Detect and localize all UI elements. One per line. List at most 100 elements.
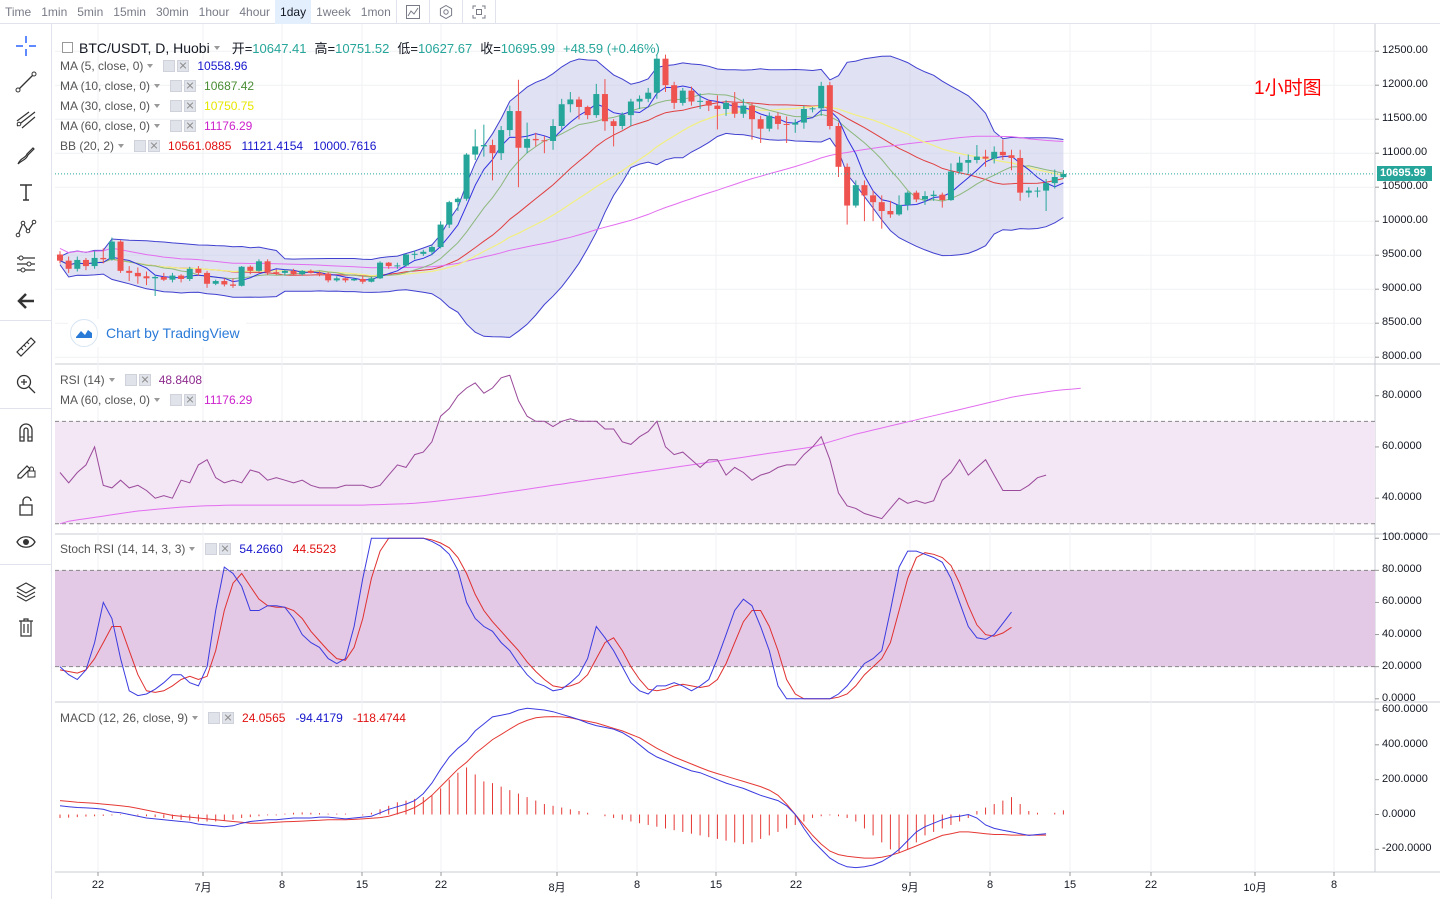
settings-icon[interactable] bbox=[170, 394, 183, 406]
lock-drawing-tool[interactable] bbox=[10, 452, 42, 484]
remove-icon[interactable] bbox=[219, 543, 232, 555]
candle-body bbox=[204, 272, 211, 284]
timeframe-1week[interactable]: 1week bbox=[316, 4, 351, 19]
legend-value: 10561.0885 bbox=[168, 139, 232, 153]
fib-retracement-tool[interactable] bbox=[10, 103, 42, 135]
timeframe-5min[interactable]: 5min bbox=[77, 4, 104, 19]
chevron-down-icon[interactable] bbox=[213, 45, 220, 50]
candle-body bbox=[999, 151, 1006, 156]
candle-body bbox=[472, 146, 479, 155]
settings-icon[interactable] bbox=[205, 543, 218, 555]
layers-tool[interactable] bbox=[10, 575, 42, 607]
chevron-down-icon[interactable] bbox=[147, 64, 154, 68]
candle-body bbox=[238, 266, 245, 286]
indicator-settings-icon[interactable] bbox=[430, 0, 462, 24]
chevron-down-icon[interactable] bbox=[118, 144, 125, 148]
timeframe-1day[interactable]: 1day bbox=[275, 0, 312, 24]
chevron-down-icon[interactable] bbox=[154, 398, 161, 402]
ma10-line bbox=[59, 93, 1064, 280]
settings-icon[interactable] bbox=[163, 60, 176, 72]
trend-line-tool[interactable] bbox=[10, 66, 42, 98]
eye-tool[interactable] bbox=[10, 526, 42, 558]
legend-overlay-1: MA (10, close, 0) 10687.42 bbox=[60, 79, 254, 93]
candle-body bbox=[126, 270, 133, 273]
rsi-band-fill bbox=[55, 421, 1375, 524]
legend-value: 10687.42 bbox=[204, 79, 255, 93]
timeframe-1min[interactable]: 1min bbox=[41, 4, 68, 19]
legend-name: MA (10, close, 0) bbox=[60, 79, 151, 93]
text-tool[interactable] bbox=[10, 176, 42, 208]
brush-tool[interactable] bbox=[10, 140, 42, 172]
chevron-down-icon[interactable] bbox=[189, 547, 196, 551]
candle-body bbox=[982, 156, 989, 159]
chevron-down-icon[interactable] bbox=[154, 104, 161, 108]
candle-body bbox=[532, 138, 539, 141]
legend-value: 11176.29 bbox=[204, 393, 253, 407]
magnet-icon bbox=[19, 423, 33, 442]
pattern-tool[interactable] bbox=[10, 213, 42, 245]
back-arrow-tool[interactable] bbox=[10, 285, 42, 317]
crosshair-tool[interactable] bbox=[10, 30, 42, 62]
timeframe-1hour[interactable]: 1hour bbox=[198, 4, 230, 19]
candle-body bbox=[212, 281, 219, 284]
candle-body bbox=[740, 105, 747, 114]
timeframe-30min[interactable]: 30min bbox=[155, 4, 189, 19]
legend-name: MA (60, close, 0) bbox=[60, 119, 151, 133]
collapse-icon[interactable] bbox=[62, 42, 73, 53]
settings-icon[interactable] bbox=[134, 140, 147, 152]
fullscreen-icon[interactable] bbox=[463, 0, 495, 24]
chevron-down-icon[interactable] bbox=[154, 124, 161, 128]
settings-icon[interactable] bbox=[170, 80, 183, 92]
remove-icon[interactable] bbox=[184, 120, 197, 132]
toolbar-divider bbox=[0, 320, 52, 321]
candle-body bbox=[774, 115, 781, 124]
legend-name: MA (30, close, 0) bbox=[60, 99, 151, 113]
remove-icon[interactable] bbox=[184, 394, 197, 406]
candle-body bbox=[913, 192, 920, 200]
remove-icon[interactable] bbox=[138, 374, 151, 386]
candle-body bbox=[973, 156, 980, 160]
settings-icon[interactable] bbox=[208, 712, 221, 724]
candle-body bbox=[411, 253, 418, 255]
chevron-down-icon[interactable] bbox=[192, 716, 199, 720]
timeframe-15min[interactable]: 15min bbox=[113, 4, 146, 19]
candle-body bbox=[186, 268, 193, 279]
chevron-down-icon[interactable] bbox=[108, 378, 115, 382]
remove-icon[interactable] bbox=[148, 140, 161, 152]
candle-body bbox=[255, 261, 262, 271]
timeframe-time[interactable]: Time bbox=[5, 4, 32, 19]
remove-icon[interactable] bbox=[222, 712, 235, 724]
candle-body bbox=[714, 105, 721, 109]
trash-tool[interactable] bbox=[10, 611, 42, 643]
ruler-tool[interactable] bbox=[10, 331, 42, 363]
ohlc-value: 10627.67 bbox=[417, 41, 473, 56]
ohlc-value: 10751.52 bbox=[335, 41, 390, 56]
timeframe-1mon[interactable]: 1mon bbox=[360, 4, 391, 19]
candle-body bbox=[1043, 183, 1050, 191]
unlock-tool[interactable] bbox=[10, 490, 42, 522]
candle-body bbox=[489, 145, 496, 154]
candle-body bbox=[524, 138, 531, 148]
remove-icon[interactable] bbox=[184, 80, 197, 92]
remove-icon[interactable] bbox=[184, 100, 197, 112]
remove-icon[interactable] bbox=[177, 60, 190, 72]
magnet-tool[interactable] bbox=[10, 416, 42, 448]
candle-body bbox=[515, 111, 522, 148]
zoom-in-tool[interactable] bbox=[10, 368, 42, 400]
timeframe-4hour[interactable]: 4hour bbox=[239, 4, 271, 19]
candle-body bbox=[74, 259, 81, 269]
candle-body bbox=[688, 90, 695, 102]
settings-icon[interactable] bbox=[170, 120, 183, 132]
toolbar-divider bbox=[395, 0, 397, 24]
legend-value: 24.0565 bbox=[242, 711, 286, 725]
candle-body bbox=[861, 185, 868, 196]
prediction-tool[interactable] bbox=[10, 248, 42, 280]
legend-name: MA (60, close, 0) bbox=[60, 393, 151, 407]
candle-body bbox=[930, 194, 937, 197]
chevron-down-icon[interactable] bbox=[154, 84, 161, 88]
settings-icon[interactable] bbox=[170, 100, 183, 112]
legend-name: RSI (14) bbox=[60, 373, 105, 387]
chart-type-icon[interactable] bbox=[397, 0, 429, 24]
settings-icon[interactable] bbox=[124, 374, 137, 386]
